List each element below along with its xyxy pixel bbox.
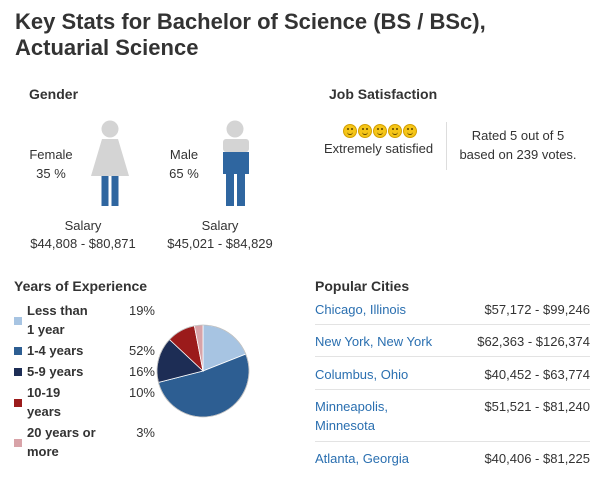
city-salary: $62,363 - $126,374 xyxy=(477,334,590,349)
city-link[interactable]: Columbus, Ohio xyxy=(315,367,409,382)
legend-swatch xyxy=(14,347,22,355)
smiley-icon xyxy=(403,124,417,138)
city-salary: $57,172 - $99,246 xyxy=(484,302,590,317)
satisfaction-text: Extremely satisfied xyxy=(324,141,434,156)
city-link[interactable]: Minneapolis, Minnesota xyxy=(315,399,388,433)
experience-pie-chart xyxy=(156,324,250,418)
divider xyxy=(315,389,590,390)
legend-swatch xyxy=(14,399,22,407)
divider xyxy=(446,122,447,170)
legend-label: 20 years or more xyxy=(27,425,96,459)
divider xyxy=(315,441,590,442)
city-salary: $40,406 - $81,225 xyxy=(484,451,590,466)
years-of-experience-heading: Years of Experience xyxy=(14,278,148,294)
female-salary: Salary $44,808 - $80,871 xyxy=(22,217,144,253)
page-title: Key Stats for Bachelor of Science (BS / … xyxy=(15,9,486,60)
legend-percent: 10% xyxy=(128,385,155,400)
legend-label: 10-19 years xyxy=(27,385,61,419)
job-satisfaction-heading: Job Satisfaction xyxy=(329,86,438,102)
divider xyxy=(315,356,590,357)
legend-percent: 3% xyxy=(136,425,155,440)
male-salary-range: $45,021 - $84,829 xyxy=(167,236,273,251)
male-label: Male xyxy=(169,147,199,162)
rating-score: Rated 5 out of 5 xyxy=(471,128,565,143)
male-salary-label: Salary xyxy=(201,218,239,233)
city-link[interactable]: Atlanta, Georgia xyxy=(315,451,409,466)
female-stat: Female 35 % xyxy=(22,145,80,183)
female-label: Female xyxy=(29,147,73,162)
legend-swatch xyxy=(14,439,22,447)
divider xyxy=(315,324,590,325)
legend-label: 1-4 years xyxy=(27,343,84,358)
male-icon xyxy=(223,120,249,206)
male-salary: Salary $45,021 - $84,829 xyxy=(158,217,282,253)
city-salary: $40,452 - $63,774 xyxy=(484,367,590,382)
rating-votes: based on 239 votes. xyxy=(459,147,577,162)
female-icon xyxy=(91,120,129,206)
female-salary-label: Salary xyxy=(64,218,102,233)
female-salary-range: $44,808 - $80,871 xyxy=(30,236,136,251)
city-salary: $51,521 - $81,240 xyxy=(484,399,590,414)
legend-swatch xyxy=(14,368,22,376)
smiley-icon xyxy=(343,124,357,138)
male-stat: Male 65 % xyxy=(160,145,208,183)
legend-swatch xyxy=(14,317,22,325)
smiley-icon xyxy=(358,124,372,138)
female-percent: 35 % xyxy=(36,166,66,181)
legend-percent: 16% xyxy=(128,364,155,379)
pie-outline xyxy=(156,324,250,418)
smiley-icon xyxy=(388,124,402,138)
city-link[interactable]: New York, New York xyxy=(315,334,433,349)
legend-percent: 19% xyxy=(128,303,155,318)
legend-label: 5-9 years xyxy=(27,364,84,379)
male-percent: 65 % xyxy=(169,166,199,181)
city-link[interactable]: Chicago, Illinois xyxy=(315,302,407,317)
smiley-icon xyxy=(373,124,387,138)
popular-cities-heading: Popular Cities xyxy=(315,278,410,294)
legend-percent: 52% xyxy=(128,343,155,358)
gender-heading: Gender xyxy=(29,86,79,102)
rating-summary: Rated 5 out of 5 based on 239 votes. xyxy=(452,126,584,164)
legend-label: Less than 1 year xyxy=(27,303,88,337)
satisfaction-rating xyxy=(343,124,417,138)
